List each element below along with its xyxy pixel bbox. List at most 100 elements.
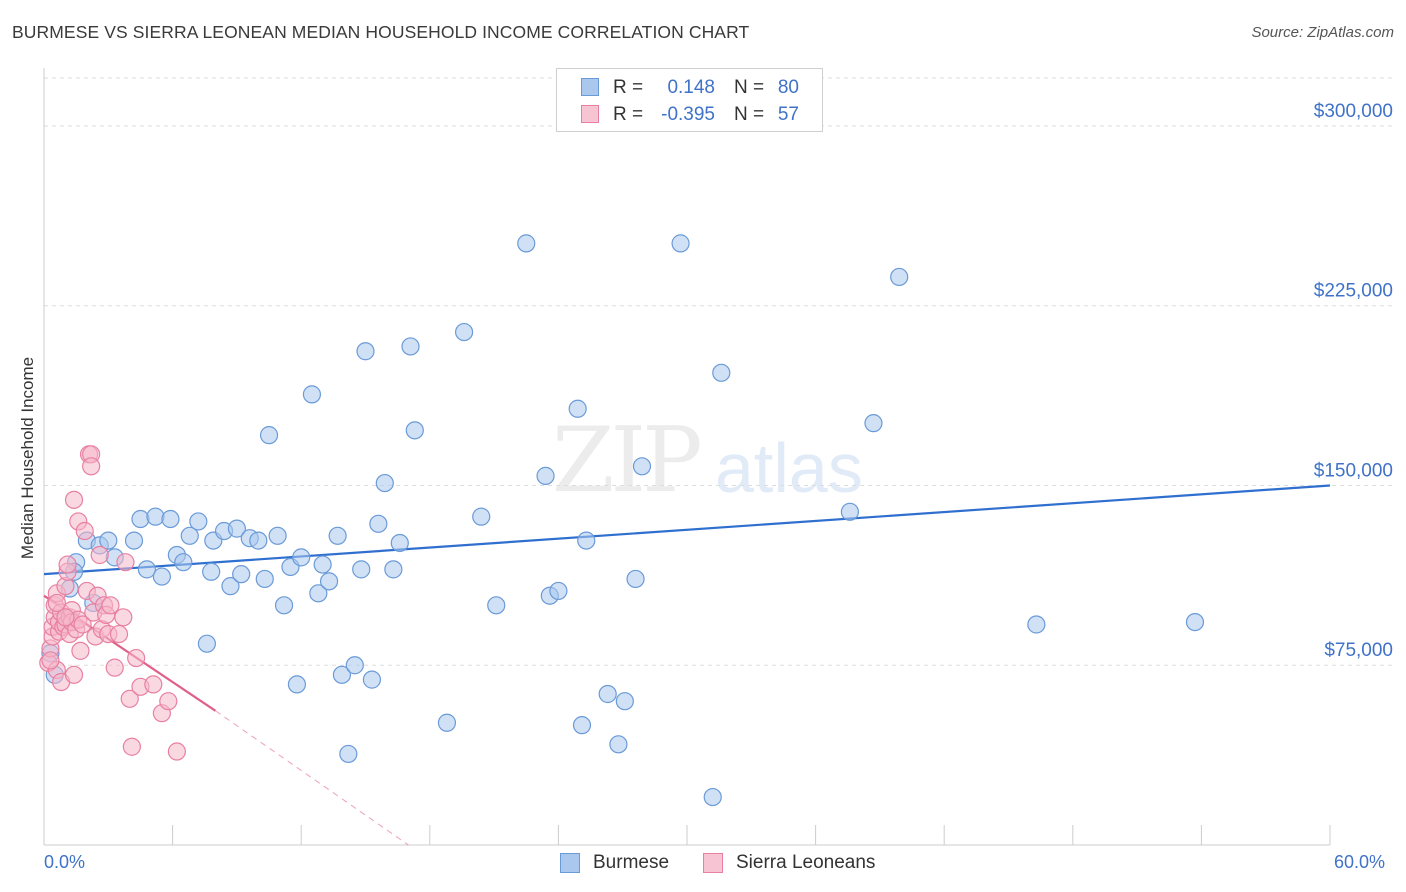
burmese-point — [401, 337, 420, 356]
y-tick-label: $150,000 — [1314, 460, 1393, 481]
axes — [43, 68, 1331, 846]
burmese-point — [1027, 615, 1046, 634]
burmese-point — [152, 567, 171, 586]
data-points — [39, 234, 1205, 807]
sierra-point — [47, 593, 66, 613]
burmese-point — [268, 526, 287, 545]
sierra-point — [109, 624, 129, 644]
sierra-trend-extension — [215, 710, 409, 846]
legend-row-burmese: R = 0.148 N = 80 — [557, 75, 822, 101]
burmese-point — [671, 234, 690, 253]
y-tick-label: $75,000 — [1324, 640, 1393, 661]
burmese-point — [864, 414, 883, 433]
burmese-point — [632, 457, 652, 476]
burmese-swatch — [560, 853, 580, 873]
burmese-point — [227, 519, 246, 538]
burmese-point — [390, 533, 409, 553]
sierra-point — [90, 545, 109, 565]
burmese-point — [99, 531, 118, 550]
burmese-point — [615, 692, 634, 711]
burmese-swatch — [581, 78, 599, 96]
burmese-point — [369, 514, 388, 533]
y-tick-labels: $75,000 $150,000 $225,000 $300,000 — [1314, 101, 1393, 661]
chart-title: BURMESE VS SIERRA LEONEAN MEDIAN HOUSEHO… — [12, 22, 750, 42]
burmese-point — [332, 665, 352, 684]
burmese-point — [712, 363, 731, 382]
burmese-point — [384, 560, 403, 579]
burmese-point — [232, 565, 251, 584]
sierra-point — [58, 555, 77, 574]
burmese-point — [274, 596, 294, 615]
sierra-point — [75, 521, 94, 541]
n-label: N = — [734, 77, 765, 98]
burmese-point — [437, 713, 457, 732]
burmese-point — [328, 526, 347, 545]
watermark-atlas: atlas — [715, 429, 863, 507]
burmese-point — [313, 555, 332, 574]
burmese-point — [131, 509, 150, 529]
y-tick-label: $225,000 — [1314, 281, 1393, 302]
n-value: 80 — [777, 77, 799, 98]
burmese-point — [339, 744, 358, 764]
burmese-point — [362, 670, 382, 689]
sierra-point — [56, 608, 75, 627]
burmese-point — [302, 385, 322, 404]
sierra-point — [116, 553, 135, 572]
burmese-point — [221, 577, 240, 596]
sierra-point — [105, 658, 124, 677]
sierra-point — [82, 457, 101, 476]
burmese-point — [356, 342, 375, 361]
r-label: R = — [613, 77, 644, 98]
burmese-point — [1185, 612, 1205, 632]
burmese-point — [536, 466, 555, 485]
n-value: 57 — [777, 104, 799, 125]
burmese-point — [405, 421, 424, 440]
r-value: -0.395 — [661, 104, 715, 125]
burmese-point — [180, 526, 199, 545]
burmese-point — [577, 531, 596, 550]
burmese-point — [249, 531, 268, 550]
burmese-point — [487, 596, 506, 615]
burmese-trend-line — [43, 484, 1331, 576]
legend-label-burmese: Burmese — [593, 852, 670, 873]
burmese-point — [259, 426, 279, 445]
burmese-point — [255, 569, 274, 589]
burmese-point — [840, 502, 859, 521]
x-tick-max: 60.0% — [1334, 852, 1386, 872]
burmese-point — [549, 581, 568, 601]
burmese-point — [292, 548, 311, 567]
burmese-point — [598, 684, 617, 704]
sierra-point — [73, 615, 92, 634]
burmese-point — [309, 584, 328, 603]
sierra-point — [114, 608, 133, 627]
sierra-point — [159, 692, 178, 711]
legend-label-sierra: Sierra Leoneans — [736, 852, 876, 873]
burmese-point — [197, 634, 216, 653]
burmese-point — [189, 512, 208, 531]
sierra-point — [41, 651, 60, 670]
burmese-point — [287, 675, 307, 694]
burmese-point — [454, 322, 474, 342]
sierra-point — [101, 596, 120, 615]
r-label: R = — [613, 104, 644, 125]
burmese-point — [137, 560, 156, 579]
burmese-point — [319, 572, 339, 591]
n-label: N = — [734, 104, 765, 125]
sierra-swatch — [703, 853, 723, 873]
burmese-point — [517, 234, 536, 253]
burmese-point — [352, 560, 371, 579]
burmese-point — [472, 507, 491, 526]
burmese-point — [375, 473, 394, 493]
sierra-point — [120, 689, 139, 708]
burmese-point — [146, 507, 165, 526]
sierra-point — [127, 648, 146, 668]
burmese-point — [174, 553, 193, 572]
burmese-point — [703, 787, 722, 807]
burmese-point — [572, 716, 592, 735]
x-tick-min: 0.0% — [44, 852, 86, 872]
watermark-zip: ZIP — [552, 408, 703, 513]
burmese-point — [124, 531, 144, 550]
burmese-point — [345, 656, 364, 675]
sierra-point — [122, 737, 141, 756]
